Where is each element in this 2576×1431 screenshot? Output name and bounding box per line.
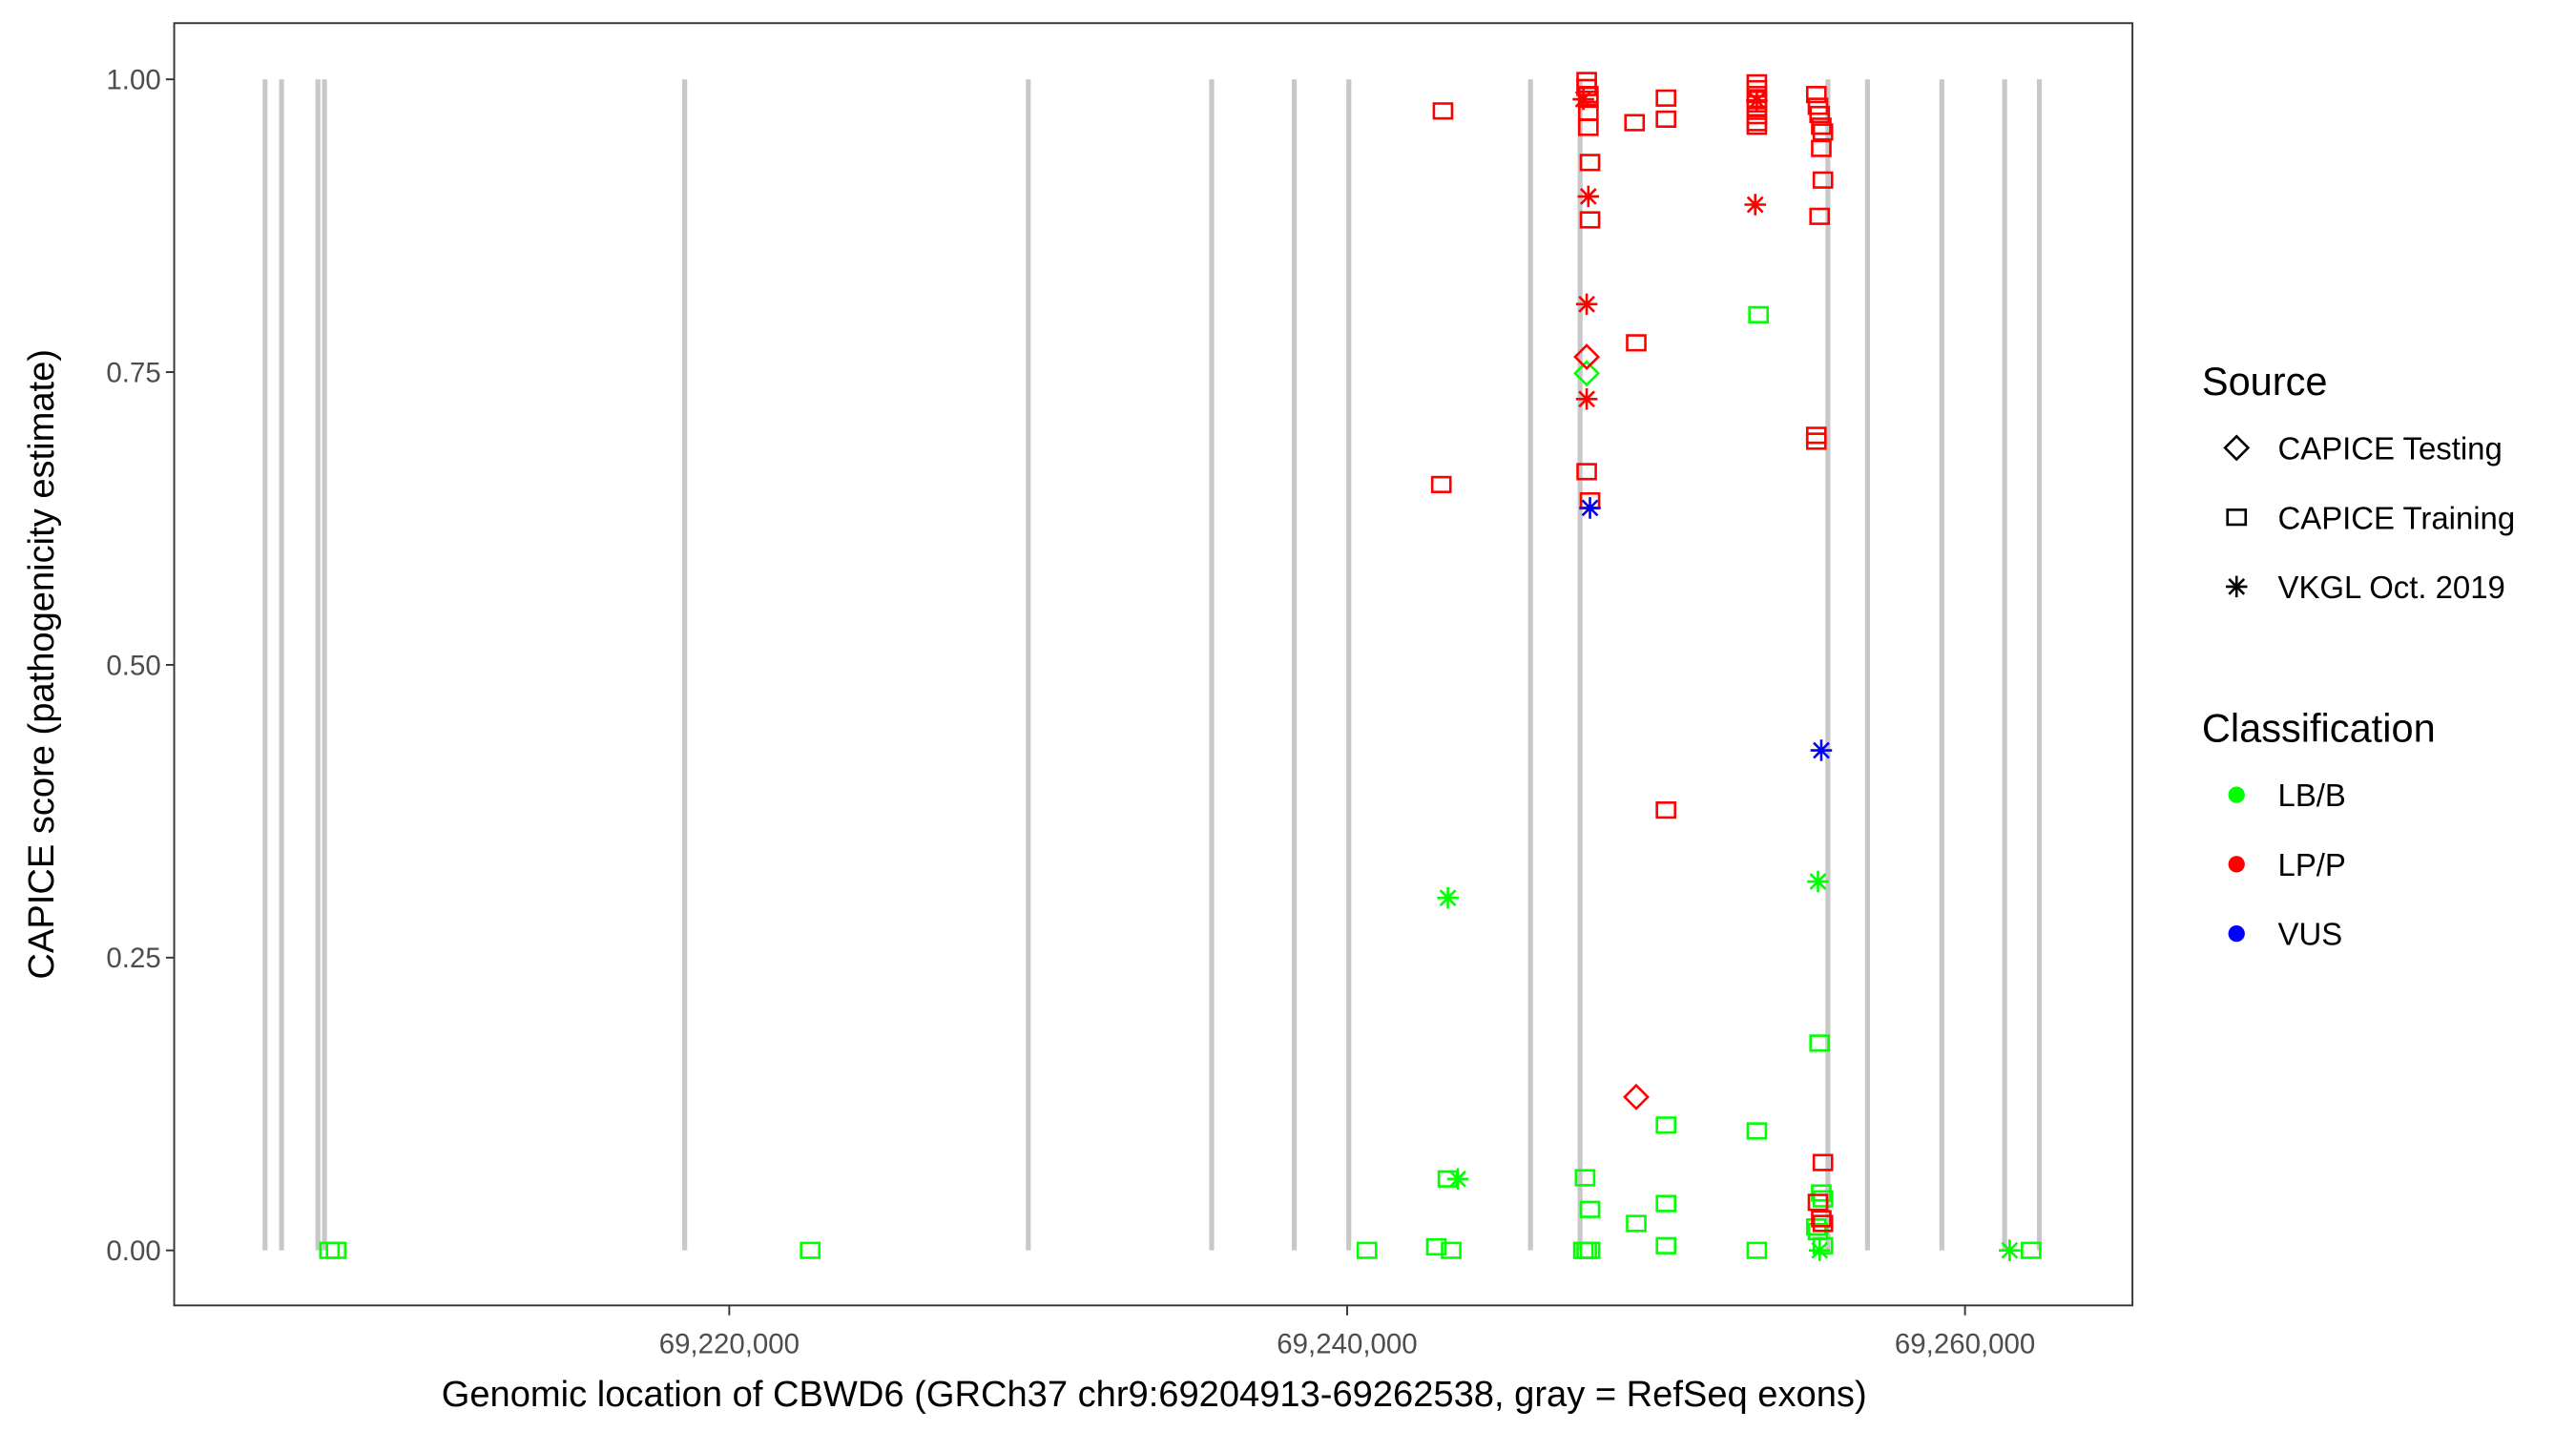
legend-label-class: VUS [2278, 917, 2343, 952]
data-point [1812, 1190, 1834, 1208]
data-point [1999, 1239, 2021, 1261]
data-point [1809, 105, 1831, 124]
data-point [1812, 171, 1834, 189]
data-point [1577, 185, 1600, 208]
legend-title-source: Source [2202, 359, 2328, 404]
data-point [1746, 90, 1768, 112]
data-point [1579, 211, 1601, 229]
y-axis-title: CAPICE score (pathogenicity estimate) [22, 349, 62, 980]
data-point [1655, 801, 1677, 819]
data-point [1356, 1241, 1378, 1259]
data-point [1430, 475, 1452, 493]
data-point [1748, 305, 1769, 323]
data-point [1626, 1214, 1647, 1233]
data-point [1809, 207, 1831, 225]
data-point [1812, 1214, 1834, 1233]
data-point [1623, 1083, 1650, 1110]
data-point [1432, 102, 1454, 120]
data-point [1446, 1168, 1469, 1191]
data-point [1579, 497, 1601, 519]
data-point [1574, 1169, 1596, 1187]
data-point [1655, 1236, 1677, 1255]
data-point [1805, 86, 1827, 104]
data-point [1807, 1193, 1829, 1212]
data-point [1441, 1241, 1462, 1259]
y-tick-label: 0.00 [106, 1235, 160, 1267]
data-point [1655, 1116, 1677, 1134]
legend-dot-icon [2228, 786, 2245, 803]
data-point [1744, 194, 1766, 216]
x-axis: 69,220,000 69,240,000 69,260,000 [659, 1305, 2035, 1360]
legend-title-classification: Classification [2202, 706, 2436, 751]
legend-label-source: CAPICE Training [2278, 500, 2516, 535]
y-axis: 0.00 0.25 0.50 0.75 1.00 [106, 65, 175, 1267]
data-point [1811, 1184, 1832, 1202]
data-point [1655, 89, 1677, 107]
data-point [1809, 1034, 1831, 1052]
legend-diamond-icon [2223, 434, 2251, 462]
data-point [1808, 1239, 1831, 1261]
data-point [1811, 1210, 1832, 1228]
data-points [319, 72, 2042, 1261]
data-point [1573, 360, 1601, 387]
legend-label-source: CAPICE Testing [2278, 431, 2503, 467]
x-axis-title: Genomic location of CBWD6 (GRCh37 chr9:6… [442, 1375, 1867, 1415]
legend-label-source: VKGL Oct. 2019 [2278, 570, 2505, 605]
data-point [1805, 426, 1827, 445]
data-point [1807, 870, 1829, 893]
exon-lines [262, 79, 2043, 1251]
data-point [1811, 117, 1832, 135]
data-point [1572, 88, 1594, 111]
data-point [1576, 463, 1597, 481]
data-point [1805, 432, 1827, 450]
x-tick-label: 69,260,000 [1895, 1329, 2035, 1360]
legend-label-class: LP/P [2278, 847, 2346, 882]
data-point [325, 1241, 347, 1259]
y-tick-label: 0.25 [106, 943, 160, 974]
data-point [1812, 1236, 1834, 1255]
legend-square-icon [2226, 508, 2248, 527]
data-point [1425, 1237, 1447, 1256]
data-point [1579, 1200, 1601, 1218]
data-point [1579, 154, 1601, 172]
legend-dot-icon [2228, 924, 2245, 943]
legend-dot-icon [2228, 856, 2245, 873]
data-point [1811, 139, 1832, 157]
data-point [1746, 117, 1768, 135]
data-point [1575, 388, 1598, 410]
data-point [1655, 1194, 1677, 1213]
data-point [1812, 123, 1834, 141]
y-tick-label: 0.50 [106, 650, 160, 681]
data-point [1746, 1122, 1768, 1140]
data-point [1746, 1241, 1768, 1259]
legend-asterisk-icon [2225, 575, 2248, 598]
y-tick-label: 0.75 [106, 357, 160, 388]
data-point [1575, 293, 1598, 316]
data-point [1624, 114, 1646, 132]
data-point [800, 1241, 821, 1259]
x-tick-label: 69,220,000 [659, 1329, 800, 1360]
legend: Source CAPICE Testing CAPICE Training VKGL… [2202, 359, 2515, 952]
x-tick-label: 69,240,000 [1277, 1329, 1417, 1360]
legend-label-class: LB/B [2278, 778, 2346, 813]
data-point [1579, 1241, 1601, 1259]
data-point [2021, 1241, 2042, 1259]
data-point [1812, 1153, 1834, 1172]
plot-panel-border [173, 22, 2134, 1307]
data-point [1437, 886, 1459, 909]
y-tick-label: 1.00 [106, 65, 160, 96]
data-point [1810, 739, 1833, 761]
data-point [1626, 334, 1647, 352]
data-point [1573, 343, 1601, 371]
data-point [1655, 110, 1677, 128]
data-point [1577, 118, 1599, 136]
